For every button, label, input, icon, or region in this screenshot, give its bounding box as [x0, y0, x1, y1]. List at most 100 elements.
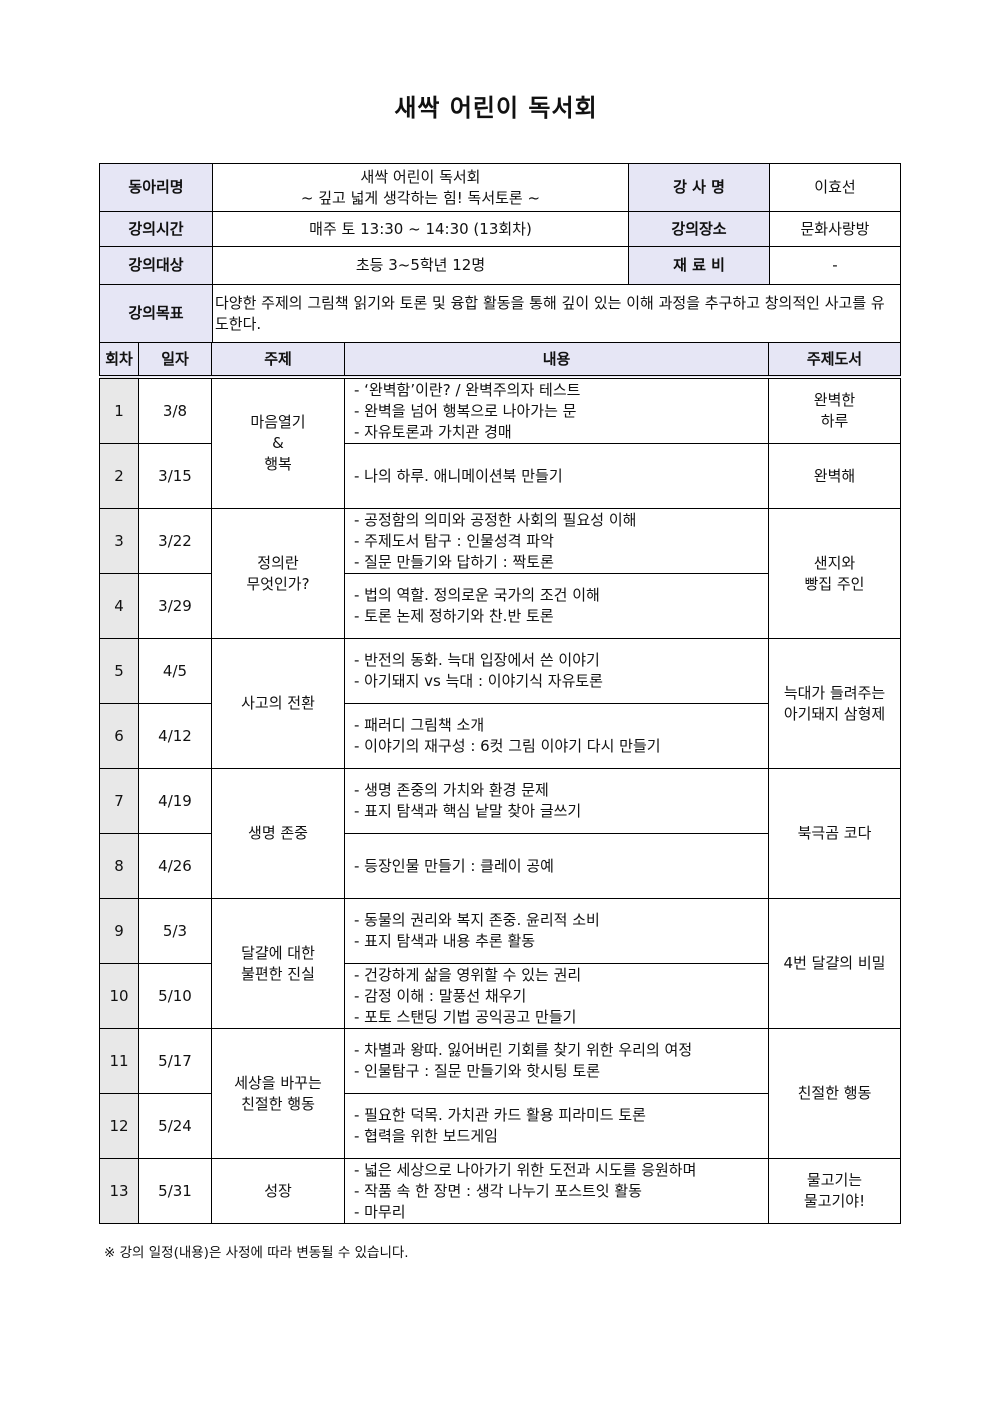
session-date: 4/19 — [138, 768, 212, 834]
topic-line: 세상을 바꾸는 — [234, 1073, 322, 1092]
place-label: 강의장소 — [628, 211, 770, 247]
session-topic: 생명 존중 — [211, 768, 345, 899]
target-label: 강의대상 — [99, 246, 213, 285]
session-book: 친절한 행동 — [768, 1028, 901, 1159]
session-number: 9 — [99, 898, 139, 964]
session-number: 4 — [99, 573, 139, 639]
club-name-line: 새싹 어린이 독서회 — [360, 167, 481, 186]
topic-line: & — [272, 434, 284, 452]
session-date: 4/5 — [138, 638, 212, 704]
topic-line: 불편한 진실 — [241, 964, 315, 983]
session-content: - 나의 하루. 애니메이션북 만들기 — [344, 443, 769, 509]
schedule-table: 회차 일자 주제 내용 주제도서 1 3/8 마음열기 & 행복 - ‘완벽함’이란? /… — [99, 342, 901, 1224]
session-content: - 건강하게 삶을 영위할 수 있는 권리 - 감정 이해 : 말풍선 채우기 - … — [344, 963, 769, 1029]
header-session: 회차 — [99, 342, 139, 379]
goal-value: 다양한 주제의 그림책 읽기와 토론 및 융합 활동을 통해 깊이 있는 이해 … — [212, 284, 901, 343]
session-content: - 공정함의 의미와 공정한 사회의 필요성 이해 - 주제도서 탐구 : 인물성… — [344, 508, 769, 574]
content-line: - 등장인물 만들기 : 클레이 공예 — [354, 856, 554, 875]
session-number: 10 — [99, 963, 139, 1029]
session-book: 북극곰 코다 — [768, 768, 901, 899]
session-content: - 넓은 세상으로 나아가기 위한 도전과 시도를 응원하며 - 작품 속 한 장… — [344, 1158, 769, 1224]
session-topic: 성장 — [211, 1158, 345, 1224]
content-line: - 아기돼지 vs 늑대 : 이야기식 자유토론 — [354, 672, 603, 690]
topic-line: 행복 — [264, 455, 292, 473]
content-line: - 완벽을 넘어 행복으로 나아가는 문 — [354, 401, 577, 420]
book-line: 하루 — [820, 412, 849, 430]
session-number: 8 — [99, 833, 139, 899]
content-line: - 동물의 권리와 복지 존중. 윤리적 소비 — [354, 911, 600, 929]
session-topic: 정의란 무엇인가? — [211, 508, 345, 639]
session-number: 7 — [99, 768, 139, 834]
content-line: - 패러디 그림책 소개 — [354, 716, 485, 734]
topic-line: 달걀에 대한 — [241, 943, 315, 962]
table-row: 2 3/15 - 나의 하루. 애니메이션북 만들기 완벽해 — [99, 443, 901, 509]
instructor-label: 강 사 명 — [628, 163, 770, 212]
content-line: - 공정함의 의미와 공정한 사회의 필요성 이해 — [354, 510, 637, 529]
table-row: 12 5/24 - 필요한 덕목. 가치관 카드 활용 피라미드 토론 - 협력을 위… — [99, 1093, 901, 1159]
content-line: - 필요한 덕목. 가치관 카드 활용 피라미드 토론 — [354, 1106, 646, 1124]
content-line: - 자유토론과 가치관 경매 — [354, 422, 512, 441]
session-date: 5/10 — [138, 963, 212, 1029]
book-line: 완벽한 — [813, 391, 856, 409]
book-line: 물고기는 — [806, 1171, 863, 1189]
instructor-value: 이효선 — [769, 163, 901, 212]
book-line: 빵집 주인 — [804, 574, 865, 593]
footnote: ※ 강의 일정(내용)은 사정에 따라 변동될 수 있습니다. — [104, 1245, 409, 1261]
topic-line: 친절한 행동 — [241, 1094, 315, 1113]
book-line: 4번 달걀의 비밀 — [783, 954, 886, 972]
table-row: 5 4/5 사고의 전환 - 반전의 동화. 늑대 입장에서 쓴 이야기 - 아기돼지 … — [99, 638, 901, 769]
session-date: 3/22 — [138, 508, 212, 574]
session-content: - 차별과 왕따. 잃어버린 기회를 찾기 위한 우리의 여정 - 인물탐구 : … — [344, 1028, 769, 1094]
session-date: 3/29 — [138, 573, 212, 639]
topic-line: 무엇인가? — [246, 574, 310, 593]
content-line: - 작품 속 한 장면 : 생각 나누기 포스트잇 활동 — [354, 1181, 642, 1200]
session-date: 5/17 — [138, 1028, 212, 1094]
table-row: 9 5/3 달걀에 대한 불편한 진실 - 동물의 권리와 복지 존중. 윤리적 소비 -… — [99, 898, 901, 1029]
info-table: 동아리명 새싹 어린이 독서회 ~ 깊고 넓게 생각하는 힘! 독서토론 ~ 강… — [99, 163, 901, 343]
book-line: 물고기야! — [803, 1192, 866, 1210]
content-line: - 포토 스탠딩 기법 공익공고 만들기 — [354, 1007, 577, 1026]
table-row: 10 5/10 - 건강하게 삶을 영위할 수 있는 권리 - 감정 이해 : 말풍선… — [99, 963, 901, 1029]
content-line: - 생명 존중의 가치와 환경 문제 — [354, 781, 549, 799]
session-book: 완벽해 — [768, 443, 901, 509]
table-row: 11 5/17 세상을 바꾸는 친절한 행동 - 차별과 왕따. 잃어버린 기회를 찾기… — [99, 1028, 901, 1159]
session-topic: 사고의 전환 — [211, 638, 345, 769]
book-line: 샌지와 — [813, 553, 856, 572]
time-value: 매주 토 13:30 ~ 14:30 (13회차) — [212, 211, 629, 247]
table-row: 8 4/26 - 등장인물 만들기 : 클레이 공예 — [99, 833, 901, 899]
table-row: 4 3/29 - 법의 역할. 정의로운 국가의 조건 이해 - 토론 논제 정하기와… — [99, 573, 901, 639]
content-line: - 이야기의 재구성 : 6컷 그림 이야기 다시 만들기 — [354, 737, 661, 755]
header-book: 주제도서 — [768, 342, 901, 379]
content-line: - 차별과 왕따. 잃어버린 기회를 찾기 위한 우리의 여정 — [354, 1041, 693, 1059]
header-topic: 주제 — [211, 342, 345, 379]
book-line: 늑대가 들려주는 — [783, 683, 886, 702]
session-number: 6 — [99, 703, 139, 769]
content-line: - 법의 역할. 정의로운 국가의 조건 이해 — [354, 586, 600, 604]
session-number: 1 — [99, 376, 139, 444]
content-line: - ‘완벽함’이란? / 완벽주의자 테스트 — [354, 380, 581, 399]
topic-line: 마음열기 — [250, 413, 306, 431]
goal-label: 강의목표 — [99, 284, 213, 343]
header-date: 일자 — [138, 342, 212, 379]
content-line: - 토론 논제 정하기와 찬.반 토론 — [354, 607, 554, 625]
club-subtitle-line: ~ 깊고 넓게 생각하는 힘! 독서토론 ~ — [300, 188, 541, 207]
fee-value: - — [769, 246, 901, 285]
session-content: - 법의 역할. 정의로운 국가의 조건 이해 - 토론 논제 정하기와 찬.반 … — [344, 573, 769, 639]
session-date: 4/26 — [138, 833, 212, 899]
session-number: 12 — [99, 1093, 139, 1159]
session-topic: 마음열기 & 행복 — [211, 376, 345, 509]
session-date: 4/12 — [138, 703, 212, 769]
topic-line: 생명 존중 — [248, 824, 308, 842]
session-content: - 필요한 덕목. 가치관 카드 활용 피라미드 토론 - 협력을 위한 보드게임 — [344, 1093, 769, 1159]
table-row: 13 5/31 성장 - 넓은 세상으로 나아가기 위한 도전과 시도를 응원하며 - … — [99, 1158, 901, 1224]
time-label: 강의시간 — [99, 211, 213, 247]
content-line: - 반전의 동화. 늑대 입장에서 쓴 이야기 — [354, 651, 600, 669]
table-row: 7 4/19 생명 존중 - 생명 존중의 가치와 환경 문제 - 표지 탐색과 핵심 … — [99, 768, 901, 899]
session-content: - ‘완벽함’이란? / 완벽주의자 테스트 - 완벽을 넘어 행복으로 나아가는… — [344, 376, 769, 444]
book-line: 완벽해 — [813, 466, 856, 485]
session-number: 13 — [99, 1158, 139, 1224]
session-number: 3 — [99, 508, 139, 574]
